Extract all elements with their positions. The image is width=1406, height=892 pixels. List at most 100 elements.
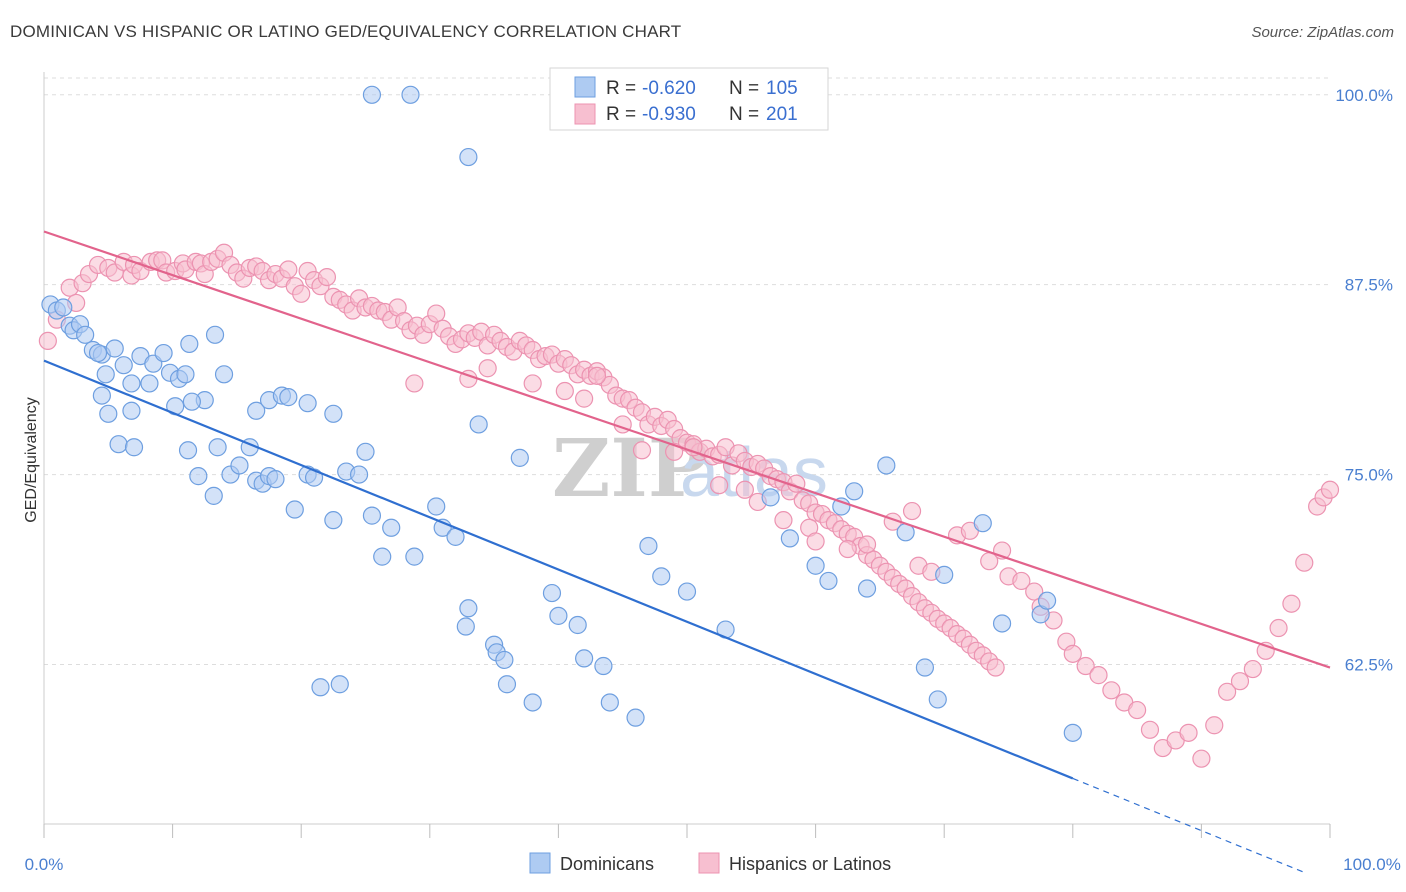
hispanic-point <box>1295 553 1314 572</box>
dominican-point <box>819 571 838 591</box>
dominican-point <box>279 388 298 407</box>
dominican-point <box>456 617 475 636</box>
dominican-point <box>935 565 954 584</box>
hispanic-point <box>1269 618 1288 638</box>
dominican-point <box>298 394 317 413</box>
hispanic-point <box>523 374 542 393</box>
dominican-point <box>205 325 225 344</box>
dominican-point <box>114 356 133 375</box>
hispanic-point <box>1218 682 1237 701</box>
hispanic-point <box>427 304 446 323</box>
legend-n-label-pink: N = <box>729 104 759 125</box>
dominican-point <box>180 334 199 354</box>
hispanic-point <box>279 260 298 279</box>
dominican-point <box>88 343 108 363</box>
hispanic-point <box>710 476 729 495</box>
dominican-point <box>523 693 542 712</box>
dominican-point <box>208 438 227 457</box>
hispanic-point <box>317 267 337 287</box>
hispanic-point <box>1140 720 1160 739</box>
dominican-point <box>973 514 992 533</box>
hispanic-point <box>774 511 793 530</box>
hispanic-point <box>1102 681 1121 700</box>
hispanic-point <box>1192 749 1211 768</box>
y-axis-title: GED/Equivalency <box>23 397 40 522</box>
x-tick-label-min: 0.0% <box>25 855 64 874</box>
trend-line-hispanics <box>43 230 1331 669</box>
dominican-point <box>266 470 285 489</box>
x-tick-label-max: 100.0% <box>1343 855 1401 874</box>
dominican-point <box>857 579 877 598</box>
hispanic-point <box>1025 582 1044 601</box>
dominican-point <box>1063 723 1082 742</box>
y-tick-label-1: 87.5% <box>1345 276 1393 295</box>
legend-swatch-pink <box>574 103 596 125</box>
dominican-point <box>497 675 517 694</box>
legend-n-value-blue: 105 <box>766 78 798 99</box>
legend-n-label-blue: N = <box>729 78 759 99</box>
hispanic-point <box>632 441 652 460</box>
dominican-point <box>349 465 369 484</box>
dominican-point <box>639 536 658 556</box>
chart-title: DOMINICAN VS HISPANIC OR LATINO GED/EQUI… <box>10 22 682 41</box>
dominican-point <box>230 456 249 475</box>
hispanic-point <box>478 359 497 378</box>
dominican-point <box>761 488 780 507</box>
dominican-point <box>459 147 478 167</box>
hispanic-point <box>857 535 877 554</box>
dominican-point <box>96 365 115 384</box>
hispanic-point <box>587 366 607 385</box>
trend-line-extension-dominicans <box>1072 777 1305 873</box>
hispanic-point <box>1205 716 1224 735</box>
dominican-point <box>176 365 195 384</box>
dominican-point <box>652 567 671 586</box>
legend-r-value-pink: -0.930 <box>642 104 696 125</box>
dominican-point <box>304 468 324 487</box>
dominican-point <box>99 404 118 423</box>
dominican-point <box>992 614 1012 633</box>
dominican-point <box>54 298 73 317</box>
dominican-point <box>285 500 304 519</box>
dominican-point <box>247 401 266 420</box>
dominican-point <box>459 599 478 618</box>
grid-lines <box>44 77 1330 665</box>
hispanic-point <box>1127 700 1147 720</box>
legend-r-label-blue: R = <box>606 78 636 99</box>
dominican-point <box>324 404 343 423</box>
dominican-point <box>204 486 223 505</box>
hispanic-point <box>1230 672 1250 691</box>
hispanic-point <box>986 658 1005 677</box>
hispanic-point <box>902 501 922 521</box>
y-tick-label-3: 62.5% <box>1345 655 1393 674</box>
dominican-point <box>469 415 488 434</box>
dominican-point <box>373 547 392 566</box>
dominican-point <box>877 456 896 475</box>
dominican-point <box>154 343 173 363</box>
trend-lines <box>43 230 1331 873</box>
legend-swatch-dominicans <box>529 852 551 874</box>
hispanic-point <box>735 480 754 499</box>
dominican-point <box>677 582 697 601</box>
hispanic-point <box>405 374 424 393</box>
dominican-point <box>575 649 594 668</box>
dominican-point <box>427 497 446 516</box>
dominican-point <box>915 658 935 677</box>
dominican-point <box>324 511 343 530</box>
legend-swatch-hispanics <box>698 852 720 874</box>
hispanic-point <box>1282 594 1301 613</box>
dominican-point <box>401 85 420 104</box>
hispanic-point <box>1063 644 1082 663</box>
legend-box <box>549 67 829 131</box>
dominican-point <box>568 615 587 635</box>
hispanic-points <box>38 243 1340 768</box>
dominican-point <box>356 442 375 461</box>
dominican-point <box>122 401 141 420</box>
dominican-point <box>549 606 568 625</box>
dominican-point <box>382 518 401 537</box>
series-legend: Dominicans Hispanics or Latinos <box>529 852 891 874</box>
dominican-point <box>140 374 159 393</box>
dominican-point <box>109 435 128 454</box>
hispanic-point <box>575 389 594 408</box>
dominican-point <box>76 325 95 344</box>
